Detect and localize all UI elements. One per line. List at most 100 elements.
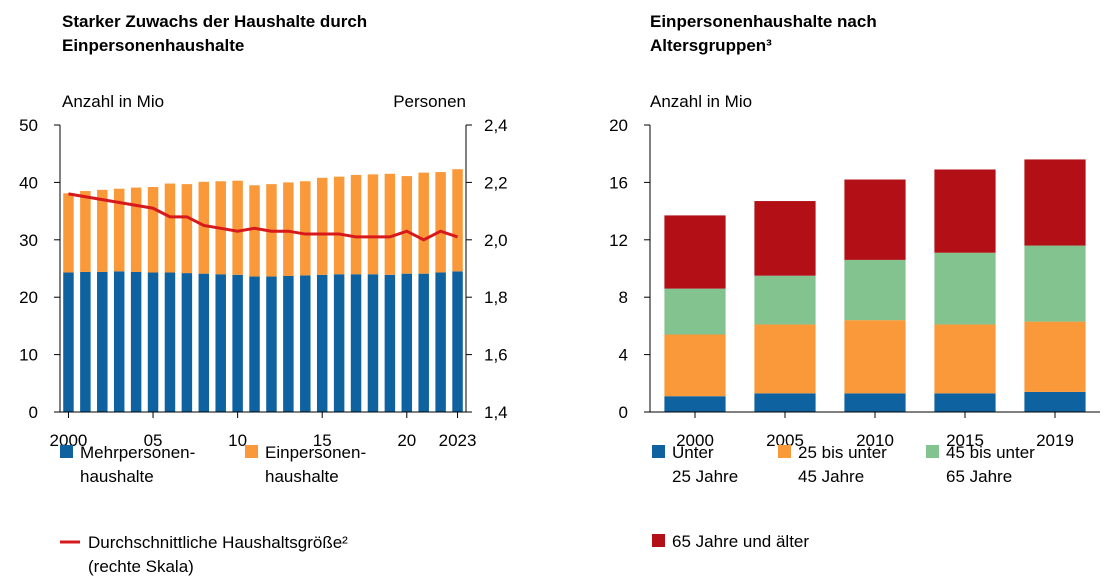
- y2-axis-label: Personen: [393, 92, 466, 111]
- legend-label: Unter 25 Jahre: [672, 443, 738, 486]
- bar-segment: [1024, 245, 1086, 322]
- bar-segment: [350, 274, 362, 412]
- bar-segment: [316, 274, 328, 412]
- x-tick-label: 05: [144, 431, 163, 450]
- y-tick-label: 10: [19, 346, 38, 365]
- x-tick-label: 2019: [1036, 431, 1074, 450]
- bar-segment: [844, 393, 906, 412]
- bar-segment: [754, 393, 816, 412]
- y-tick-label: 20: [19, 288, 38, 307]
- chart-title: Einpersonenhaushalte nach Altersgruppen³: [650, 12, 877, 55]
- bar-segment: [130, 271, 142, 412]
- bar-segment: [130, 187, 142, 272]
- bar-segment: [754, 201, 816, 276]
- bar-segment: [934, 252, 996, 325]
- y-tick-label: 8: [619, 288, 628, 307]
- bar-segment: [664, 334, 726, 397]
- y-tick-label: 20: [609, 116, 628, 135]
- y-tick-label: 12: [609, 231, 628, 250]
- bar-segment: [452, 271, 463, 412]
- bar-segment: [435, 272, 446, 412]
- bar-segment: [300, 181, 311, 276]
- x-tick-label: 2023: [439, 431, 477, 450]
- bar-segment: [418, 273, 429, 412]
- bar-segment: [384, 274, 396, 412]
- y-axis-label: Anzahl in Mio: [62, 92, 164, 111]
- bar-segment: [164, 183, 176, 273]
- bar-segment: [316, 177, 328, 275]
- bar-segment: [934, 169, 996, 253]
- bar-segment: [181, 184, 193, 274]
- bar-segment: [232, 274, 243, 412]
- legend-swatch: [652, 534, 665, 547]
- bar-segment: [384, 173, 396, 275]
- x-tick-label: 10: [228, 431, 247, 450]
- x-tick-label: 2000: [676, 431, 714, 450]
- bar-segment: [664, 288, 726, 335]
- bar-segment: [754, 324, 816, 394]
- bar-segment: [147, 186, 159, 273]
- bar-segment: [934, 393, 996, 412]
- bar-segment: [664, 396, 726, 412]
- x-tick-label: 2015: [946, 431, 984, 450]
- y2-tick-label: 2,2: [484, 173, 508, 192]
- bar-segment: [418, 172, 429, 274]
- y-tick-label: 40: [19, 173, 38, 192]
- bar-segment: [435, 172, 446, 273]
- bar-segment: [844, 179, 906, 260]
- bar-segment: [97, 271, 108, 412]
- bar-segment: [232, 180, 243, 275]
- bar-segment: [333, 274, 345, 412]
- bar-segment: [266, 276, 277, 412]
- bar-segment: [401, 273, 413, 412]
- x-tick-label: 2010: [856, 431, 894, 450]
- y-tick-label: 0: [29, 403, 38, 422]
- legend-swatch: [245, 445, 258, 458]
- bar-segment: [80, 271, 91, 412]
- bar-segment: [147, 272, 159, 412]
- bar-segment: [63, 272, 74, 412]
- bar-segment: [249, 185, 260, 277]
- y-tick-label: 50: [19, 116, 38, 135]
- bar-segment: [452, 169, 463, 272]
- chart-title: Starker Zuwachs der Haushalte durch Einpe…: [62, 12, 367, 55]
- bar-segment: [97, 189, 108, 272]
- x-tick-label: 2005: [766, 431, 804, 450]
- bar-segment: [1024, 391, 1086, 412]
- y-tick-label: 4: [619, 346, 628, 365]
- legend-label: 45 bis unter 65 Jahre: [946, 443, 1035, 486]
- bar-segment: [1024, 321, 1086, 392]
- legend-label: 65 Jahre und älter: [672, 532, 809, 551]
- legend-swatch: [652, 445, 665, 458]
- bar-segment: [664, 215, 726, 289]
- y2-tick-label: 2,4: [484, 116, 508, 135]
- bar-segment: [63, 193, 74, 273]
- y2-tick-label: 1,8: [484, 288, 508, 307]
- bar-segment: [80, 191, 91, 272]
- y-axis-label: Anzahl in Mio: [650, 92, 752, 111]
- bar-segment: [401, 176, 413, 274]
- line-series: [68, 192, 459, 242]
- bar-segment: [283, 182, 294, 276]
- bar-segment: [333, 176, 345, 275]
- legend-label: Durchschnittliche Haushaltsgröße² (rechte…: [88, 533, 348, 576]
- bar-segment: [844, 320, 906, 394]
- y2-tick-label: 1,6: [484, 346, 508, 365]
- bar-segment: [249, 276, 260, 412]
- bar-segment: [350, 174, 362, 275]
- bar-segment: [164, 272, 176, 412]
- bar-segment: [934, 324, 996, 394]
- legend-label: 25 bis unter 45 Jahre: [798, 443, 887, 486]
- bar-segment: [198, 273, 210, 412]
- bar-segment: [1024, 159, 1086, 246]
- legend-label: Mehrpersonen-haushalte: [80, 443, 195, 486]
- bar-segment: [215, 274, 226, 412]
- x-tick-label: 15: [313, 431, 332, 450]
- y2-tick-label: 1,4: [484, 403, 508, 422]
- y-tick-label: 0: [619, 403, 628, 422]
- bar-segment: [181, 273, 193, 412]
- y-tick-label: 30: [19, 231, 38, 250]
- bar-segment: [754, 275, 816, 325]
- y-tick-label: 16: [609, 173, 628, 192]
